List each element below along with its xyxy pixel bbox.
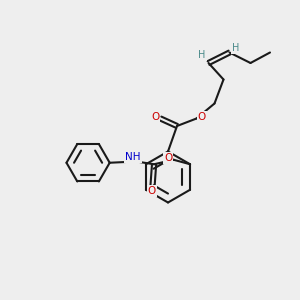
- Text: O: O: [198, 112, 206, 122]
- Text: O: O: [164, 153, 172, 163]
- Text: O: O: [148, 186, 156, 196]
- Text: H: H: [198, 50, 206, 61]
- Text: H: H: [232, 43, 240, 53]
- Text: O: O: [151, 112, 159, 122]
- Text: NH: NH: [125, 152, 141, 162]
